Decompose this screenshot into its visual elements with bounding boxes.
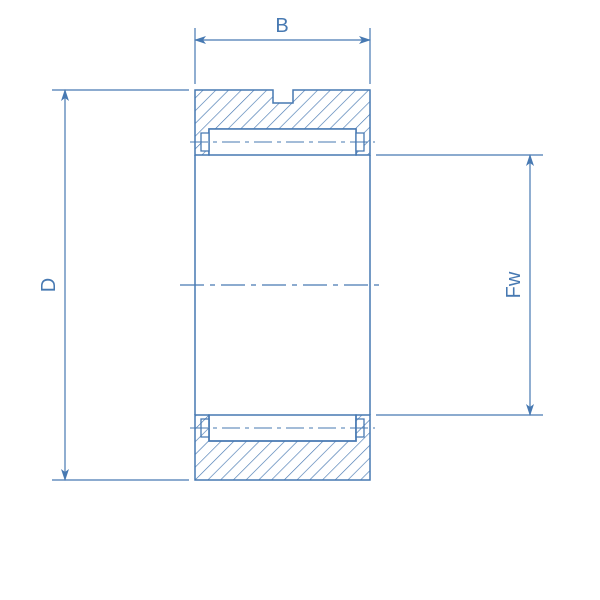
bearing-diagram: B D Fw: [0, 0, 600, 600]
dimension-b-label: B: [275, 15, 288, 37]
dimension-fw-label: Fw: [503, 271, 525, 298]
cross-section: [180, 90, 385, 480]
dimension-d-label: D: [38, 278, 60, 292]
dimension-fw: Fw: [376, 155, 543, 415]
dimension-b: B: [195, 15, 370, 84]
dimension-d: D: [38, 90, 189, 480]
